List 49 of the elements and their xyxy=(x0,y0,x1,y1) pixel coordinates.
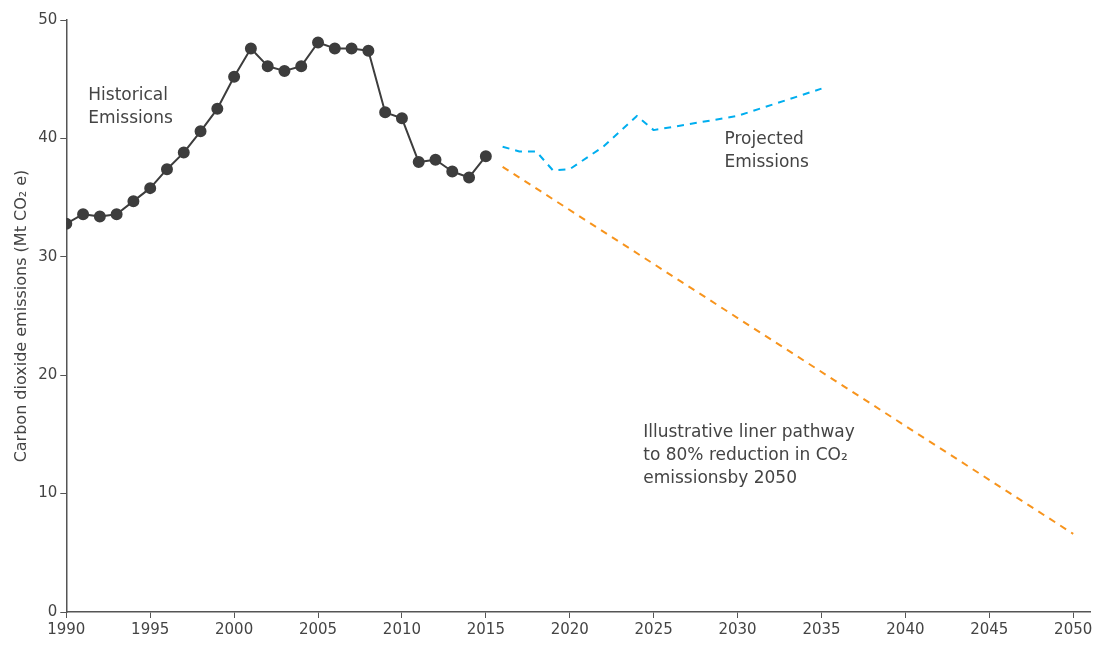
point xyxy=(412,156,425,169)
x-tick-label: 1990 xyxy=(47,619,86,638)
point xyxy=(211,102,224,115)
x-tick-label: 2020 xyxy=(550,619,589,638)
point xyxy=(328,42,341,55)
y-tick-label: 30 xyxy=(38,246,58,265)
y-tick-label: 10 xyxy=(38,483,58,502)
point xyxy=(446,165,459,178)
point xyxy=(194,125,207,138)
point xyxy=(429,153,442,166)
x-tick-label: 2030 xyxy=(718,619,757,638)
x-tick-label: 2050 xyxy=(1054,619,1093,638)
series-label: Projected Emissions xyxy=(724,127,810,171)
point xyxy=(395,112,408,125)
point xyxy=(261,60,274,73)
point xyxy=(362,44,375,57)
x-tick-label: 2015 xyxy=(466,619,505,638)
line-series xyxy=(501,87,823,172)
x-tick-label: 2000 xyxy=(215,619,254,638)
point xyxy=(228,70,241,83)
series-label: Historical Emissions xyxy=(88,83,173,127)
y-tick-label: 40 xyxy=(38,128,58,147)
point xyxy=(144,182,157,195)
x-tick-label: 2010 xyxy=(382,619,422,638)
x-tick-label: 2025 xyxy=(634,619,673,638)
x-tick-label: 2040 xyxy=(886,619,925,638)
point xyxy=(345,42,358,55)
point xyxy=(177,146,190,159)
point xyxy=(463,171,476,184)
point xyxy=(160,163,173,176)
point xyxy=(479,150,492,163)
point xyxy=(110,208,123,221)
point xyxy=(127,195,140,208)
series-label: Illustrative liner pathway to 80% reduction in CO₂ emissionsby 2050 xyxy=(643,420,855,487)
y-tick-label: 0 xyxy=(47,601,58,620)
x-tick-label: 1995 xyxy=(131,619,170,638)
x-tick-label: 2045 xyxy=(970,619,1009,638)
point xyxy=(93,210,106,223)
x-tick-label: 2035 xyxy=(802,619,841,638)
point xyxy=(312,36,325,49)
point xyxy=(379,106,392,119)
y-axis-title: Carbon dioxide emissions (Mt CO₂ e) xyxy=(10,169,30,463)
point xyxy=(77,208,90,221)
y-tick-label: 20 xyxy=(38,365,58,384)
point xyxy=(295,60,308,73)
point xyxy=(244,42,257,55)
x-tick-label: 2005 xyxy=(298,619,338,638)
point xyxy=(278,64,291,77)
y-tick-label: 50 xyxy=(38,9,58,28)
